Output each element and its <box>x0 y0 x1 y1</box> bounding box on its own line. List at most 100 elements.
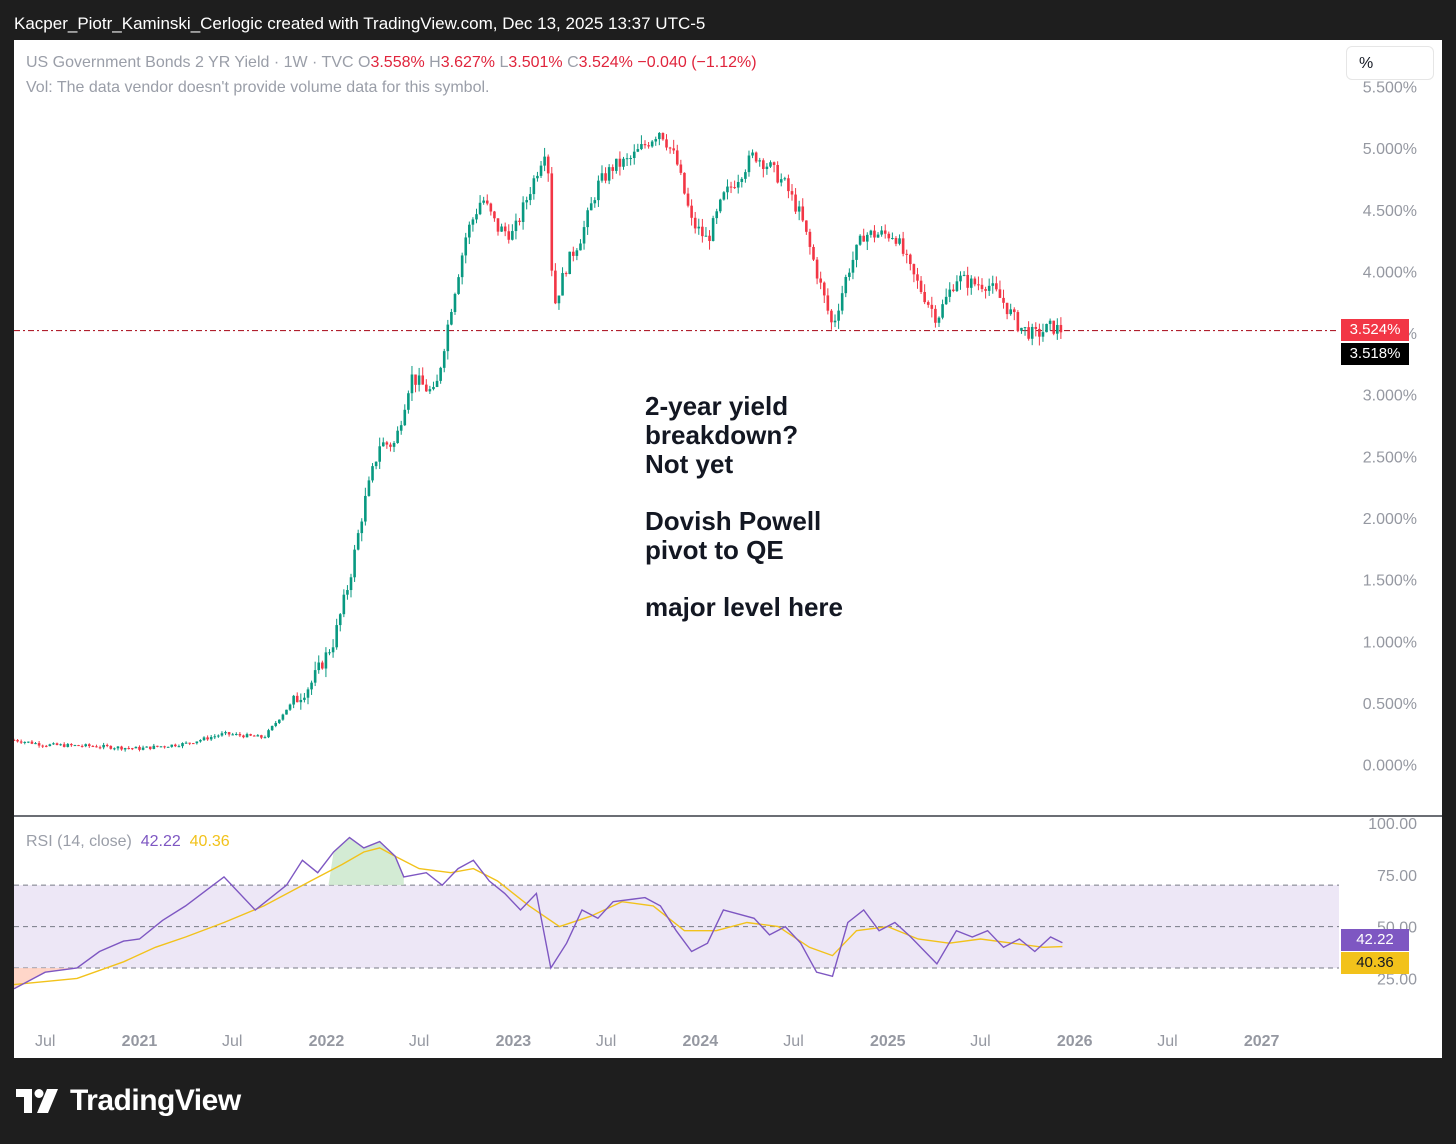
candle-body <box>70 744 73 746</box>
candle-body <box>528 194 532 201</box>
percent-scale-button[interactable]: % <box>1346 46 1434 80</box>
candle-body <box>410 374 414 394</box>
candle-body <box>837 310 840 321</box>
candle-body <box>328 652 331 654</box>
candle-body <box>55 743 59 746</box>
candle-body <box>1016 312 1020 331</box>
candle-body <box>460 255 464 278</box>
chart-canvas[interactable]: 5.500%5.000%4.500%4.000%3.500%3.000%2.50… <box>14 40 1442 1058</box>
candle-body <box>356 533 360 550</box>
annotation-line: Not yet <box>645 449 734 479</box>
brand-name: TradingView <box>70 1084 241 1117</box>
candle-body <box>138 746 141 750</box>
candle-body <box>1041 332 1045 337</box>
candle-body <box>439 367 442 381</box>
candle-body <box>249 734 252 736</box>
candle-body <box>224 732 227 734</box>
candle-body <box>263 737 267 739</box>
candle-body <box>73 745 77 747</box>
tradingview-logo-icon <box>16 1089 58 1113</box>
candle-body <box>575 250 579 256</box>
candle-body <box>966 274 969 288</box>
rsi-label: RSI (14, close) <box>26 833 132 850</box>
chart-annotation[interactable]: 2-year yield breakdown? Not yet Dovish Powe… <box>645 392 843 622</box>
candle-body <box>95 746 98 748</box>
rsi-overbought-fill <box>328 837 404 886</box>
candle-body <box>191 743 195 745</box>
time-tick-label: 2026 <box>1057 1033 1093 1050</box>
candle-body <box>855 244 858 260</box>
candle-body <box>346 590 349 595</box>
rsi-value-tag: 42.22 <box>1341 928 1409 951</box>
candle-body <box>299 699 303 703</box>
candle-body <box>987 285 991 291</box>
candle-body <box>1059 324 1063 333</box>
price-tick-label: 4.500% <box>1363 203 1417 220</box>
candle-body <box>227 732 231 735</box>
candle-body <box>1038 328 1041 337</box>
candle-body <box>1020 327 1023 331</box>
candle-body <box>564 273 568 275</box>
candle-body <box>665 139 668 148</box>
chart-frame[interactable]: 5.500%5.000%4.500%4.000%3.500%3.000%2.50… <box>14 40 1442 1058</box>
candle-body <box>163 746 166 748</box>
candle-body <box>500 226 503 232</box>
chart-caption: Kacper_Piotr_Kaminski_Cerlogic created w… <box>14 14 706 33</box>
candle-body <box>1012 309 1016 313</box>
candle-body <box>797 206 801 212</box>
time-tick-label: 2025 <box>870 1033 906 1050</box>
candle-body <box>353 549 356 578</box>
price-tick-label: 0.000% <box>1363 758 1417 775</box>
candle-body <box>30 741 34 744</box>
candle-body <box>252 735 256 737</box>
candle-body <box>1034 326 1038 329</box>
change-value: −0.040 (−1.12%) <box>637 54 757 71</box>
candle-body <box>704 235 708 237</box>
volume-note: Vol: The data vendor doesn't provide vol… <box>26 79 490 96</box>
candle-body <box>869 230 873 235</box>
candle-body <box>16 739 19 742</box>
candle-body <box>181 743 184 747</box>
candle-body <box>783 178 787 180</box>
candle-body <box>428 389 432 392</box>
candle-body <box>891 238 894 240</box>
candle-body <box>14 739 16 741</box>
candle-body <box>672 148 675 151</box>
candle-body <box>313 670 317 683</box>
candle-body <box>726 186 729 193</box>
candle-body <box>174 744 177 747</box>
candle-body <box>536 175 539 179</box>
candle-body <box>611 167 615 171</box>
candle-body <box>819 278 822 283</box>
candle-body <box>941 304 944 318</box>
candle-body <box>202 737 206 741</box>
candle-body <box>969 278 973 288</box>
candle-body <box>105 744 109 746</box>
candle-body <box>858 235 862 245</box>
candle-body <box>643 144 647 146</box>
candle-body <box>521 202 525 222</box>
candle-body <box>977 284 980 286</box>
candle-body <box>134 746 138 749</box>
candle-body <box>625 158 629 160</box>
candle-body <box>170 744 174 747</box>
candle-body <box>131 748 134 750</box>
candle-body <box>772 162 776 165</box>
annotation-line: 2-year yield <box>645 391 789 421</box>
candle-body <box>844 276 848 294</box>
candle-body <box>736 181 740 188</box>
rsi-ma-value: 40.36 <box>189 833 230 850</box>
candle-body <box>475 214 478 220</box>
time-tick-label: Jul <box>35 1033 55 1050</box>
candle-body <box>779 179 783 183</box>
candle-body <box>668 147 672 149</box>
candle-body <box>396 430 399 443</box>
candle-body <box>270 725 274 731</box>
annotation-line: breakdown? <box>645 420 799 450</box>
candle-body <box>274 722 278 726</box>
annotation-line: pivot to QE <box>645 535 784 565</box>
candle-body <box>733 187 736 189</box>
candle-body <box>883 230 887 234</box>
candle-body <box>650 141 654 147</box>
candle-body <box>955 281 959 291</box>
